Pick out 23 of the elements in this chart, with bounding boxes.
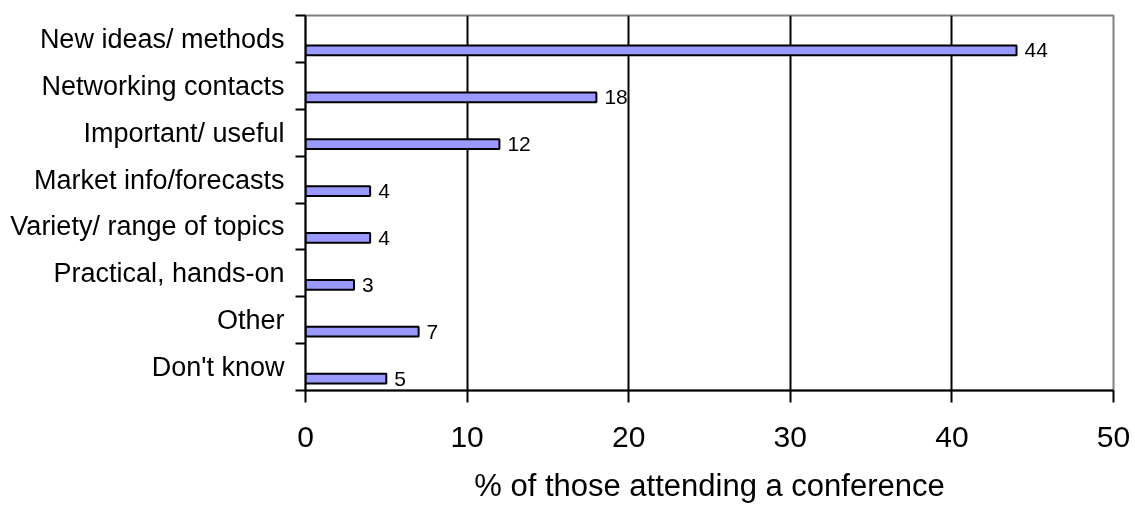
data-label: 4 <box>378 179 391 203</box>
data-label: 4 <box>378 225 391 249</box>
x-axis-title: % of those attending a conference <box>474 467 945 503</box>
x-tick-label: 30 <box>773 419 807 453</box>
x-tick-label: 40 <box>935 419 969 453</box>
data-label: 5 <box>394 366 406 390</box>
y-tick-label: Practical, hands-on <box>53 258 285 289</box>
data-label: 12 <box>507 132 531 156</box>
y-tick-label: Don't know <box>151 352 285 383</box>
data-label: 44 <box>1024 38 1049 62</box>
y-tick-label: Variety/ range of topics <box>10 211 285 242</box>
x-tick-label: 50 <box>1096 419 1131 453</box>
x-tick-label: 10 <box>450 419 484 453</box>
data-label: 7 <box>426 319 439 343</box>
x-tick-label: 20 <box>612 419 646 453</box>
y-tick-label: Important/ useful <box>83 117 285 148</box>
data-label: 3 <box>361 272 374 296</box>
y-tick-label: Other <box>216 305 285 336</box>
y-tick-label: Market info/forecasts <box>33 164 285 195</box>
x-tick-label: 0 <box>297 419 314 453</box>
y-tick-label: New ideas/ methods <box>39 23 285 54</box>
y-tick-label: Networking contacts <box>41 70 285 101</box>
data-label: 18 <box>604 85 628 109</box>
